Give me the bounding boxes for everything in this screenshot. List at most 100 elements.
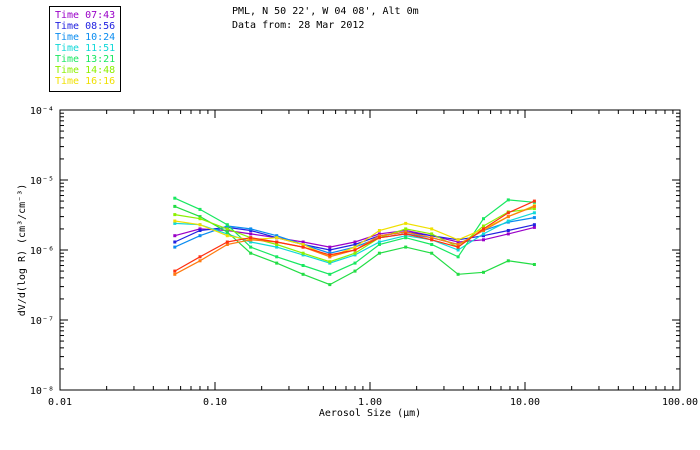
data-point <box>404 234 408 238</box>
data-point <box>301 251 305 255</box>
data-point <box>225 234 229 238</box>
legend-item: Time 11:51 <box>55 43 116 54</box>
y-tick-label: 10⁻⁸ <box>30 386 54 397</box>
data-point <box>198 215 202 219</box>
data-point <box>173 221 177 225</box>
data-point <box>506 229 510 232</box>
data-point <box>353 253 357 257</box>
data-point <box>275 243 279 246</box>
data-point <box>328 253 332 257</box>
data-point <box>506 211 510 215</box>
data-point <box>173 240 177 244</box>
data-point <box>353 269 357 273</box>
data-point <box>482 234 485 238</box>
data-point <box>456 248 460 252</box>
data-point <box>456 240 460 244</box>
data-point <box>328 245 332 249</box>
data-point <box>225 230 229 234</box>
data-point <box>506 259 510 263</box>
data-point <box>456 245 460 249</box>
data-point <box>377 229 381 232</box>
data-point <box>301 245 305 249</box>
data-point <box>456 238 460 242</box>
data-point <box>532 211 536 215</box>
data-point <box>225 232 229 236</box>
data-point <box>532 207 536 211</box>
data-point <box>377 243 381 246</box>
data-point <box>249 240 253 244</box>
data-point <box>506 215 510 219</box>
legend-item: Time 07:43 <box>55 10 116 21</box>
data-point <box>353 245 357 249</box>
data-point <box>532 263 536 266</box>
data-point <box>249 227 253 231</box>
legend-item: Time 14:48 <box>55 65 116 76</box>
plot-frame <box>59 109 681 391</box>
legend-box: Time 07:43 Time 08:56 Time 10:24 Time 11… <box>49 6 121 92</box>
data-point <box>482 270 485 274</box>
data-point <box>430 243 434 246</box>
data-point <box>173 213 177 217</box>
data-point <box>275 255 279 259</box>
data-point <box>275 234 279 238</box>
x-tick-label: 1.00 <box>358 397 382 408</box>
data-point <box>301 240 305 244</box>
data-point <box>173 196 177 200</box>
data-point <box>328 283 332 287</box>
data-point <box>275 236 279 240</box>
data-point <box>353 243 357 246</box>
y-tick-label: 10⁻⁵ <box>30 176 54 187</box>
legend-item: Time 08:56 <box>55 21 116 32</box>
data-point <box>301 272 305 276</box>
data-point <box>404 221 408 225</box>
x-axis-label: Aerosol Size (µm) <box>319 408 421 419</box>
data-point <box>173 204 177 208</box>
data-point <box>482 217 485 221</box>
legend-item: Time 16:16 <box>55 76 116 87</box>
data-point <box>198 207 202 211</box>
data-point <box>249 251 253 255</box>
date-header: Data from: 28 Mar 2012 <box>232 20 365 31</box>
axis-ticks: 0.01 0.10 1.00 10.00 100.00 10⁻⁸ 10⁻⁷ 10⁻⁶ 10⁻⁵ 1… <box>30 106 698 408</box>
data-point <box>198 234 202 238</box>
data-point <box>198 223 202 227</box>
data-point <box>328 248 332 252</box>
data-point <box>430 238 434 242</box>
data-point <box>275 245 279 249</box>
data-point <box>456 255 460 259</box>
x-tick-label: 100.00 <box>662 397 698 408</box>
data-point <box>249 236 253 240</box>
data-point <box>198 229 202 232</box>
y-tick-label: 10⁻⁷ <box>30 316 54 327</box>
x-tick-label: 0.10 <box>203 397 227 408</box>
data-point <box>532 199 536 203</box>
data-point <box>430 227 434 231</box>
y-axis-label: dV/d(log R) (cm³/cm⁻³) <box>17 184 28 316</box>
data-point <box>506 198 510 202</box>
data-point <box>225 229 229 232</box>
data-point <box>404 227 408 231</box>
data-point <box>249 232 253 236</box>
data-point <box>198 255 202 259</box>
data-point <box>301 243 305 246</box>
data-point <box>430 251 434 255</box>
data-point <box>377 236 381 240</box>
data-point <box>377 234 381 238</box>
data-point <box>275 261 279 265</box>
y-tick-label: 10⁻⁶ <box>30 246 54 257</box>
data-point <box>328 272 332 276</box>
data-point <box>198 227 202 231</box>
data-point <box>328 255 332 259</box>
data-point <box>532 223 536 227</box>
data-point <box>173 245 177 249</box>
x-tick-label: 10.00 <box>510 397 540 408</box>
data-point <box>430 232 434 236</box>
data-point <box>173 269 177 273</box>
data-point <box>301 253 305 257</box>
data-point <box>532 204 536 208</box>
data-point <box>532 225 536 229</box>
data-point <box>328 260 332 264</box>
legend-item: Time 10:24 <box>55 32 116 43</box>
data-point <box>404 229 408 232</box>
